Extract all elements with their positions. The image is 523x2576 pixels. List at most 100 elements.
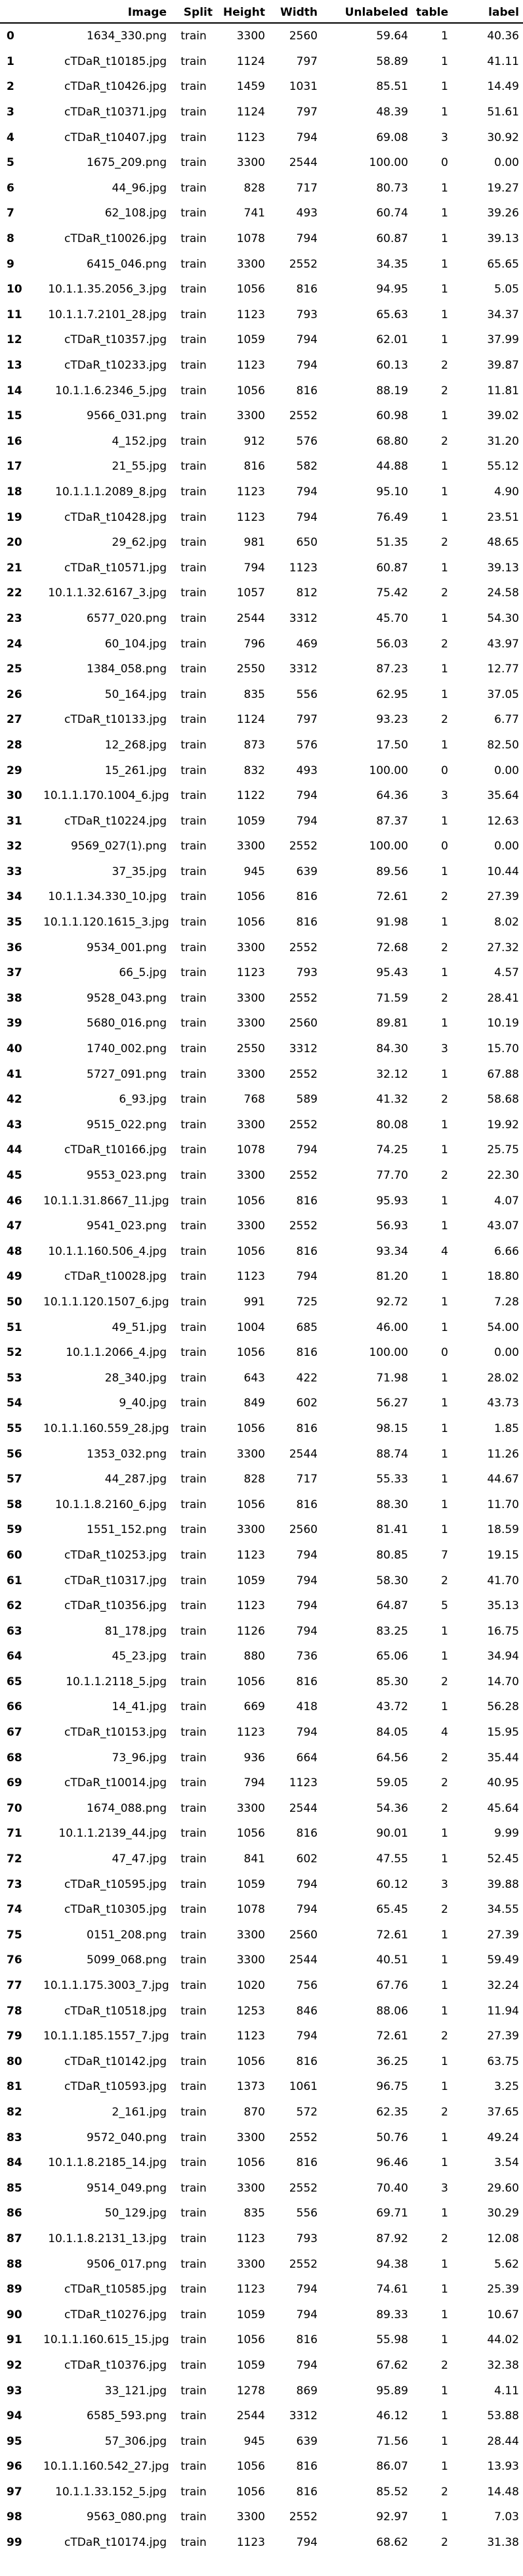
image-cell: cTDaR_t10185.jpg [64, 54, 167, 68]
unlabeled-cell: 98.15 [376, 1421, 408, 1435]
height-cell: 1123 [236, 510, 265, 524]
label-cell: 27.39 [487, 1928, 519, 1942]
unlabeled-cell: 69.08 [376, 131, 408, 144]
label-cell: 51.61 [487, 106, 519, 119]
table-row: 12 cTDaR_t10357.jpg train 1059 794 62.01 1 37.9… [0, 327, 523, 353]
label-cell: 44.67 [487, 1473, 519, 1486]
table-row: 35 10.1.1.120.1615_3.jpg train 1056 816 91.98… [0, 910, 523, 935]
width-cell: 794 [296, 2536, 318, 2550]
row-index: 45 [7, 1169, 22, 1183]
label-cell: 5.62 [494, 2257, 519, 2271]
row-index: 67 [7, 1726, 22, 1740]
height-cell: 3300 [236, 2131, 265, 2144]
label-cell: 10.67 [487, 2308, 519, 2321]
table-row: 24 60_104.jpg train 796 469 56.03 2 43.97 [0, 631, 523, 657]
unlabeled-cell: 93.34 [376, 1244, 408, 1258]
table-row: 86 50_129.jpg train 835 556 69.71 1 30.29 [0, 2201, 523, 2226]
row-index: 30 [7, 789, 22, 803]
label-cell: 28.44 [487, 2434, 519, 2448]
label-cell: 48.65 [487, 536, 519, 550]
table-row: 61 cTDaR_t10317.jpg train 1059 794 58.30 2 41.7… [0, 1568, 523, 1593]
row-index: 34 [7, 890, 22, 904]
label-cell: 11.26 [487, 1447, 519, 1461]
label-cell: 45.64 [487, 1801, 519, 1815]
width-cell: 816 [296, 1346, 318, 1360]
table-cell: 1 [441, 2055, 448, 2068]
table-cell: 1 [441, 1928, 448, 1942]
height-cell: 1004 [236, 1320, 265, 1334]
unlabeled-cell: 70.40 [376, 2181, 408, 2195]
split-cell: train [180, 2232, 207, 2245]
height-cell: 1056 [236, 1421, 265, 1435]
width-cell: 602 [296, 1852, 318, 1866]
unlabeled-cell: 74.61 [376, 2283, 408, 2297]
table-row: 80 cTDaR_t10142.jpg train 1056 816 36.25 1 63.7… [0, 2049, 523, 2075]
table-row: 42 6_93.jpg train 768 589 41.32 2 58.68 [0, 1087, 523, 1113]
unlabeled-cell: 60.13 [376, 359, 408, 373]
label-cell: 37.99 [487, 333, 519, 347]
height-cell: 1078 [236, 232, 265, 246]
row-index: 44 [7, 1143, 22, 1157]
unlabeled-cell: 34.35 [376, 257, 408, 271]
width-cell: 2552 [289, 991, 318, 1005]
width-cell: 664 [296, 1751, 318, 1765]
width-cell: 1031 [289, 80, 318, 94]
split-cell: train [180, 2257, 207, 2271]
width-cell: 794 [296, 2283, 318, 2297]
row-index: 25 [7, 663, 22, 676]
label-cell: 16.75 [487, 1624, 519, 1638]
width-cell: 2552 [289, 1067, 318, 1081]
label-cell: 24.58 [487, 586, 519, 600]
table-row: 62 cTDaR_t10356.jpg train 1123 794 64.87 5 35.1… [0, 1593, 523, 1619]
split-cell: train [180, 1244, 207, 1258]
label-cell: 31.20 [487, 434, 519, 448]
table-row: 29 15_261.jpg train 832 493 100.00 0 0.00 [0, 758, 523, 783]
height-cell: 3300 [236, 1953, 265, 1967]
row-index: 75 [7, 1928, 22, 1942]
table-row: 39 5680_016.png train 3300 2560 89.81 1 10.19 [0, 1011, 523, 1036]
table-row: 56 1353_032.png train 3300 2544 88.74 1 11.26 [0, 1441, 523, 1467]
table-row: 53 28_340.jpg train 643 422 71.98 1 28.02 [0, 1365, 523, 1391]
height-cell: 3300 [236, 1219, 265, 1233]
height-cell: 1059 [236, 2358, 265, 2372]
row-index: 48 [7, 1244, 22, 1258]
table-cell: 1 [441, 1827, 448, 1841]
image-cell: cTDaR_t10571.jpg [64, 561, 167, 575]
height-cell: 835 [243, 2207, 265, 2220]
unlabeled-cell: 56.03 [376, 637, 408, 651]
split-cell: train [180, 2207, 207, 2220]
unlabeled-cell: 62.95 [376, 687, 408, 701]
width-cell: 2544 [289, 1801, 318, 1815]
image-cell: 49_51.jpg [112, 1320, 167, 1334]
table-row: 76 5099_068.png train 3300 2544 40.51 1 59.49 [0, 1948, 523, 1973]
split-cell: train [180, 1801, 207, 1815]
row-index: 26 [7, 687, 22, 701]
split-cell: train [180, 1320, 207, 1334]
unlabeled-cell: 88.06 [376, 2004, 408, 2018]
split-cell: train [180, 1270, 207, 1284]
row-index: 84 [7, 2156, 22, 2170]
width-cell: 3312 [289, 1042, 318, 1056]
unlabeled-cell: 77.70 [376, 1169, 408, 1183]
table-row: 85 9514_049.png train 3300 2552 70.40 3 29.60 [0, 2175, 523, 2201]
image-cell: 5680_016.png [87, 1017, 167, 1031]
unlabeled-cell: 92.72 [376, 1295, 408, 1309]
split-cell: train [180, 1548, 207, 1562]
row-index: 83 [7, 2131, 22, 2144]
image-cell: 1551_152.png [87, 1523, 167, 1537]
label-cell: 58.68 [487, 1093, 519, 1107]
header-width: Width [269, 3, 322, 24]
image-cell: 10.1.1.2118_5.jpg [66, 1675, 167, 1688]
table-row: 84 10.1.1.8.2185_14.jpg train 1056 816 96.46 1… [0, 2150, 523, 2176]
table-cell: 1 [441, 1953, 448, 1967]
height-cell: 1459 [236, 80, 265, 94]
split-cell: train [180, 1776, 207, 1790]
row-index: 20 [7, 536, 22, 550]
label-cell: 6.66 [494, 1244, 519, 1258]
split-cell: train [180, 30, 207, 43]
split-cell: train [180, 2181, 207, 2195]
height-cell: 669 [243, 1700, 265, 1714]
table-cell: 1 [441, 1498, 448, 1511]
height-cell: 873 [243, 738, 265, 752]
table-cell: 1 [441, 966, 448, 980]
